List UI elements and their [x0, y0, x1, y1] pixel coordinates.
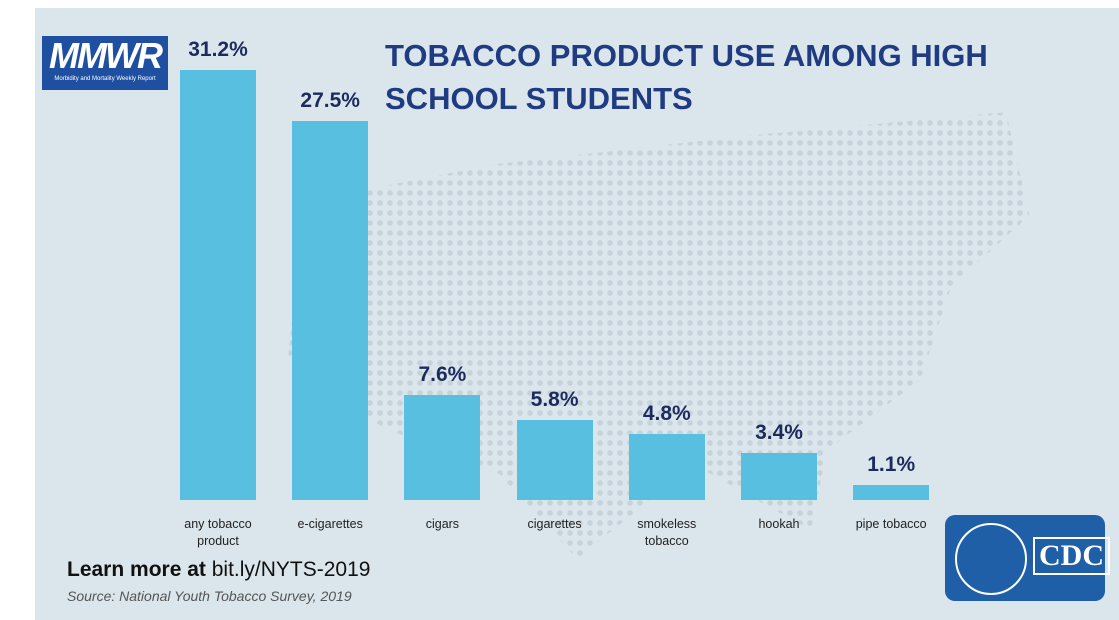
cdc-name: CDC — [1033, 537, 1110, 575]
cdc-logo: CDC — [945, 515, 1110, 601]
value-label: 1.1% — [867, 452, 916, 476]
x-tick-label: smokeless tobacco — [637, 517, 697, 548]
value-label: 5.8% — [530, 388, 579, 412]
bar — [292, 120, 369, 500]
bar — [180, 70, 256, 500]
mmwr-name: MMWR — [49, 35, 163, 76]
hhs-seal — [955, 523, 1027, 595]
bar — [628, 433, 705, 500]
source: Source: National Youth Tobacco Survey, 2… — [67, 588, 352, 604]
panel — [35, 8, 1119, 620]
learn-more-text: Learn more at — [67, 558, 206, 581]
bar — [516, 420, 593, 500]
x-tick-label: cigars — [425, 517, 460, 531]
link[interactable]: bit.ly/NYTS-2019 — [211, 558, 371, 581]
bar — [404, 395, 481, 500]
x-tick-label: cigarettes — [527, 517, 582, 531]
learn-more: Learn more at bit.ly/NYTS-2019 — [67, 558, 370, 582]
value-label: 31.2% — [188, 38, 248, 61]
x-tick-label: hookah — [758, 517, 800, 531]
x-tick-label: pipe tobacco — [855, 517, 927, 531]
value-label: 7.6% — [418, 363, 467, 387]
value-label: 27.5% — [300, 88, 360, 112]
chart-title: TOBACCO PRODUCT USE AMONG HIGH SCHOOL ST… — [385, 38, 988, 116]
bar — [741, 453, 817, 500]
value-label: 4.8% — [642, 401, 691, 425]
source-text: National Youth Tobacco Survey, 2019 — [119, 588, 352, 604]
mmwr-logo: MMWR Morbidity and Mortality Weekly Repo… — [42, 36, 168, 90]
x-tick-label: e-cigarettes — [297, 517, 363, 531]
bar — [853, 484, 930, 500]
mmwr-subtitle: Morbidity and Mortality Weekly Report — [54, 76, 156, 82]
source-label: Source: — [67, 588, 116, 604]
x-tick-label: any tobacco product — [184, 517, 252, 548]
value-label: 3.4% — [755, 421, 803, 445]
